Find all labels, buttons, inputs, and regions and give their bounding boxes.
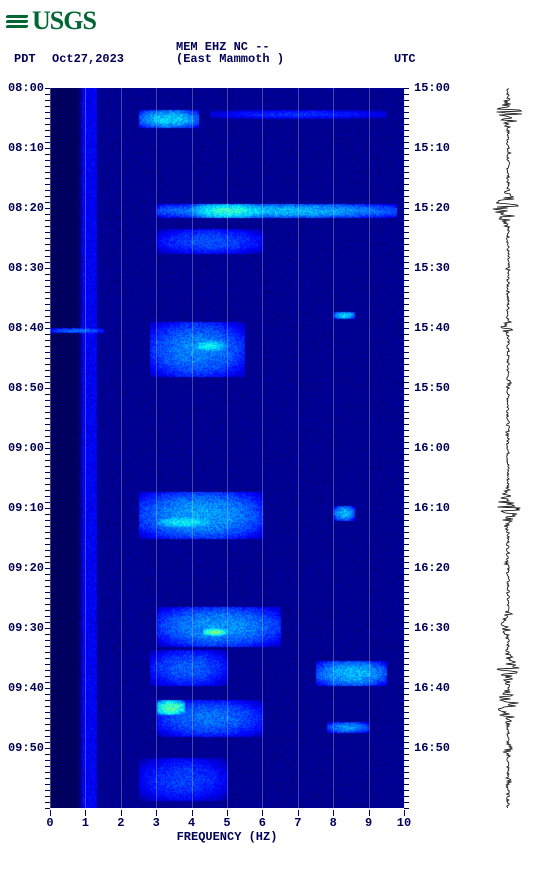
y-left-label: 08:20 bbox=[8, 201, 44, 215]
usgs-logo: USGS bbox=[6, 6, 96, 36]
x-axis-label: FREQUENCY (HZ) bbox=[177, 830, 278, 844]
usgs-logo-wave-icon bbox=[6, 15, 28, 28]
station-line2: (East Mammoth ) bbox=[176, 52, 284, 66]
y-right-label: 15:30 bbox=[414, 261, 450, 275]
date-label: Oct27,2023 bbox=[52, 52, 124, 66]
y-right-label: 16:50 bbox=[414, 741, 450, 755]
x-tick-label: 3 bbox=[153, 816, 160, 830]
x-tick-label: 6 bbox=[259, 816, 266, 830]
y-left-label: 09:50 bbox=[8, 741, 44, 755]
x-tick-label: 2 bbox=[117, 816, 124, 830]
y-right-label: 16:20 bbox=[414, 561, 450, 575]
y-right-label: 15:00 bbox=[414, 81, 450, 95]
timezone-right-label: UTC bbox=[394, 52, 416, 66]
y-left-label: 08:10 bbox=[8, 141, 44, 155]
x-tick-label: 5 bbox=[223, 816, 230, 830]
y-right-label: 15:20 bbox=[414, 201, 450, 215]
waveform-trace bbox=[488, 88, 528, 808]
y-right-label: 16:40 bbox=[414, 681, 450, 695]
x-tick-label: 8 bbox=[330, 816, 337, 830]
y-left-label: 09:10 bbox=[8, 501, 44, 515]
y-left-label: 08:40 bbox=[8, 321, 44, 335]
y-left-label: 09:40 bbox=[8, 681, 44, 695]
x-tick-label: 0 bbox=[46, 816, 53, 830]
spectrogram-plot bbox=[50, 88, 404, 808]
x-tick-label: 4 bbox=[188, 816, 195, 830]
y-left-label: 09:00 bbox=[8, 441, 44, 455]
y-left-label: 08:50 bbox=[8, 381, 44, 395]
spectrogram-canvas bbox=[50, 88, 404, 808]
y-right-label: 16:30 bbox=[414, 621, 450, 635]
y-right-label: 16:10 bbox=[414, 501, 450, 515]
x-axis: FREQUENCY (HZ) 012345678910 bbox=[50, 810, 404, 850]
usgs-logo-text: USGS bbox=[32, 6, 96, 36]
y-axis-right: 15:0015:1015:2015:3015:4015:5016:0016:10… bbox=[404, 88, 454, 808]
y-left-label: 09:30 bbox=[8, 621, 44, 635]
y-right-label: 15:40 bbox=[414, 321, 450, 335]
y-left-label: 09:20 bbox=[8, 561, 44, 575]
timezone-left-label: PDT bbox=[14, 52, 36, 66]
x-tick-label: 9 bbox=[365, 816, 372, 830]
x-tick-label: 7 bbox=[294, 816, 301, 830]
y-left-label: 08:00 bbox=[8, 81, 44, 95]
plot-header: PDT Oct27,2023 MEM EHZ NC -- (East Mammo… bbox=[0, 40, 552, 70]
y-right-label: 15:50 bbox=[414, 381, 450, 395]
y-right-label: 15:10 bbox=[414, 141, 450, 155]
y-left-label: 08:30 bbox=[8, 261, 44, 275]
x-tick-label: 10 bbox=[397, 816, 411, 830]
waveform-path bbox=[493, 88, 522, 808]
x-tick-label: 1 bbox=[82, 816, 89, 830]
y-right-label: 16:00 bbox=[414, 441, 450, 455]
y-axis-left: 08:0008:1008:2008:3008:4008:5009:0009:10… bbox=[0, 88, 50, 808]
